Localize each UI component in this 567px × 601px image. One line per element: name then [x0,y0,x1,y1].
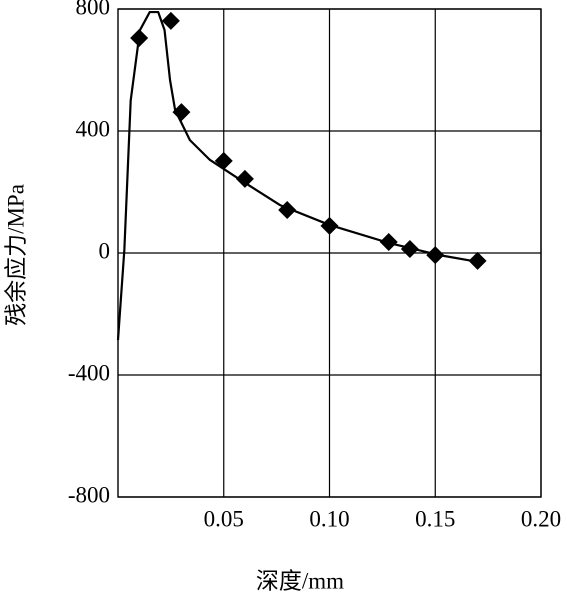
x-tick-label: 0.20 [521,506,561,531]
x-tick-label: 0.15 [415,506,455,531]
y-tick-label: -400 [68,360,110,385]
x-tick-label: 0.10 [309,506,349,531]
x-axis-title: 深度/mm [256,568,344,593]
curve [116,10,480,341]
y-tick-label: -800 [68,482,110,507]
y-tick-label: 400 [76,116,111,141]
x-tick-label: 0.05 [204,506,244,531]
data-point [214,151,233,170]
data-point [172,103,191,122]
y-axis-title: 残余应力/MPa [3,184,28,326]
plot-frame [117,8,542,498]
data-point [161,11,180,30]
y-tick-label: 800 [76,0,111,19]
y-tick-label: 0 [99,238,111,263]
data-point [235,169,254,188]
